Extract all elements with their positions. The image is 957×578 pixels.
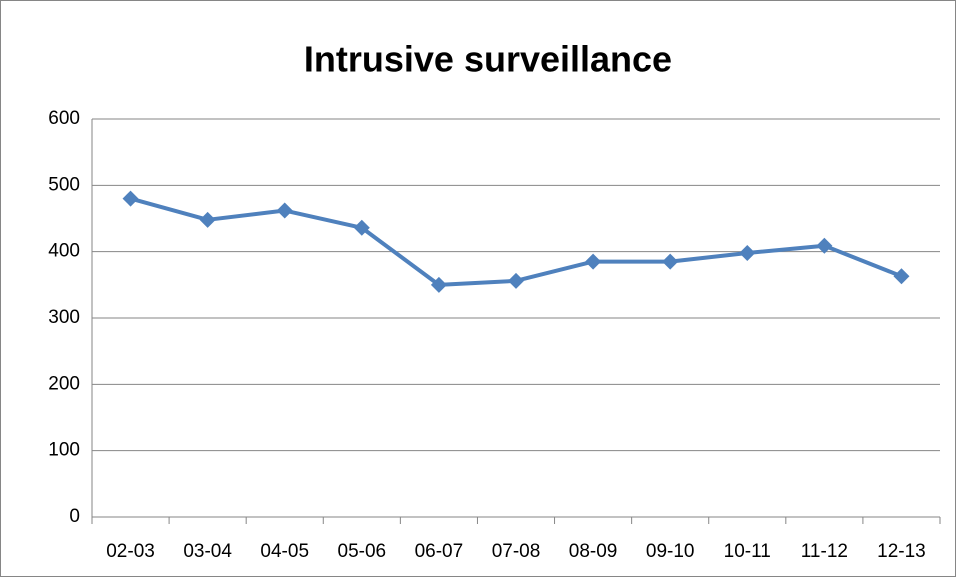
x-tick-label: 10-11 (724, 541, 771, 562)
x-tick-label: 08-09 (569, 541, 618, 562)
chart-title: Intrusive surveillance (304, 39, 672, 80)
x-tick-label: 02-03 (106, 541, 155, 562)
marker (430, 276, 447, 293)
x-tick-label: 09-10 (646, 541, 695, 562)
marker (662, 253, 679, 270)
marker (353, 219, 370, 236)
marker (893, 268, 910, 285)
x-tick-label: 04-05 (260, 541, 309, 562)
x-tick-label: 06-07 (415, 541, 464, 562)
marker (276, 202, 293, 219)
marker (199, 211, 216, 228)
x-tick-label: 05-06 (338, 541, 387, 562)
marker (739, 244, 756, 261)
y-tick-label: 0 (69, 506, 80, 527)
y-tick-label: 500 (48, 174, 80, 195)
x-tick-label: 11-12 (801, 541, 848, 562)
y-tick-label: 600 (48, 108, 80, 129)
x-tick-label: 07-08 (492, 541, 541, 562)
marker (585, 253, 602, 270)
x-tick-label: 12-13 (877, 541, 926, 562)
y-tick-label: 300 (48, 307, 80, 328)
marker (816, 237, 833, 254)
y-tick-label: 200 (48, 373, 80, 394)
x-tick-label: 03-04 (183, 541, 232, 562)
y-tick-label: 100 (48, 440, 80, 461)
y-tick-label: 400 (48, 241, 80, 262)
marker (122, 190, 139, 207)
marker (508, 272, 524, 289)
